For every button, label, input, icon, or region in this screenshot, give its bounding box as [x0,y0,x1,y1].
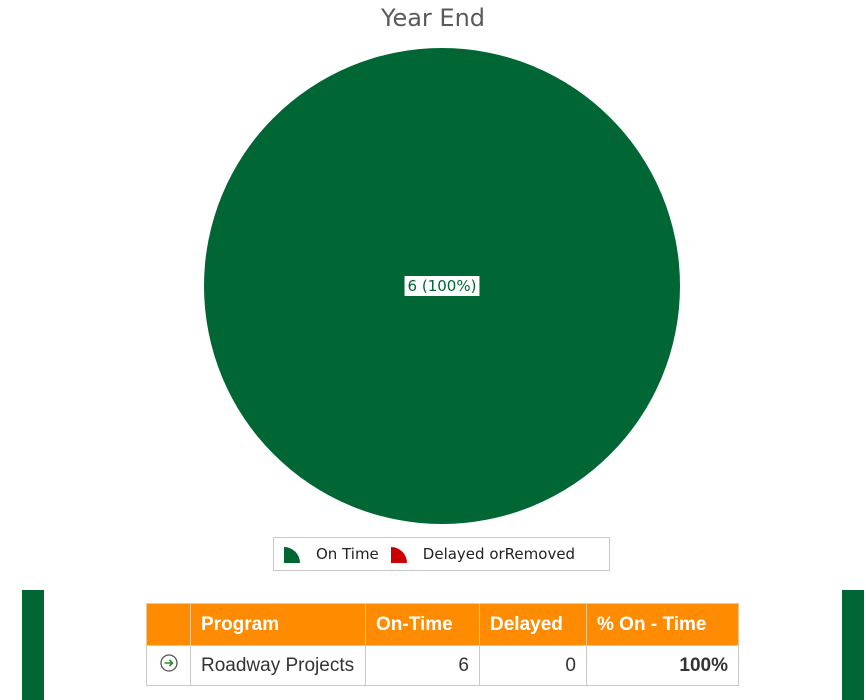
cell-on-time: 6 [365,645,480,686]
legend-swatch-delayed-icon [390,547,407,563]
chart-legend: On Time Delayed orRemoved [273,537,610,571]
cell-program: Roadway Projects [190,645,366,686]
table-row[interactable]: Roadway Projects 6 0 100% [146,645,739,686]
slice-label-on-time: 6 (100%) [404,276,480,296]
table-header-row: Program On-Time Delayed % On - Time [146,603,739,646]
program-table: Program On-Time Delayed % On - Time Road… [146,603,739,686]
right-accent-bar [842,590,864,700]
row-expand-cell[interactable] [146,645,191,686]
left-accent-bar [22,590,44,700]
slice-label-text: 6 (100%) [408,277,477,295]
legend-item-delayed[interactable]: Delayed orRemoved [387,544,575,564]
cell-delayed: 0 [479,645,587,686]
legend-swatch-on-time-icon [284,547,300,563]
header-program[interactable]: Program [190,603,366,646]
legend-label-delayed: Delayed orRemoved [422,545,576,563]
cell-pct-on-time: 100% [586,645,739,686]
header-on-time[interactable]: On-Time [365,603,480,646]
header-icon-column [146,603,191,646]
pie-chart: 6 (100%) [204,48,680,524]
legend-label-on-time: On Time [316,545,379,563]
header-delayed[interactable]: Delayed [479,603,587,646]
arrow-right-circle-icon[interactable] [159,653,179,673]
legend-item-on-time[interactable]: On Time [280,544,379,564]
slice-label-bg [404,276,480,296]
header-pct-on-time[interactable]: % On - Time [586,603,739,646]
chart-title: Year End [380,4,486,32]
